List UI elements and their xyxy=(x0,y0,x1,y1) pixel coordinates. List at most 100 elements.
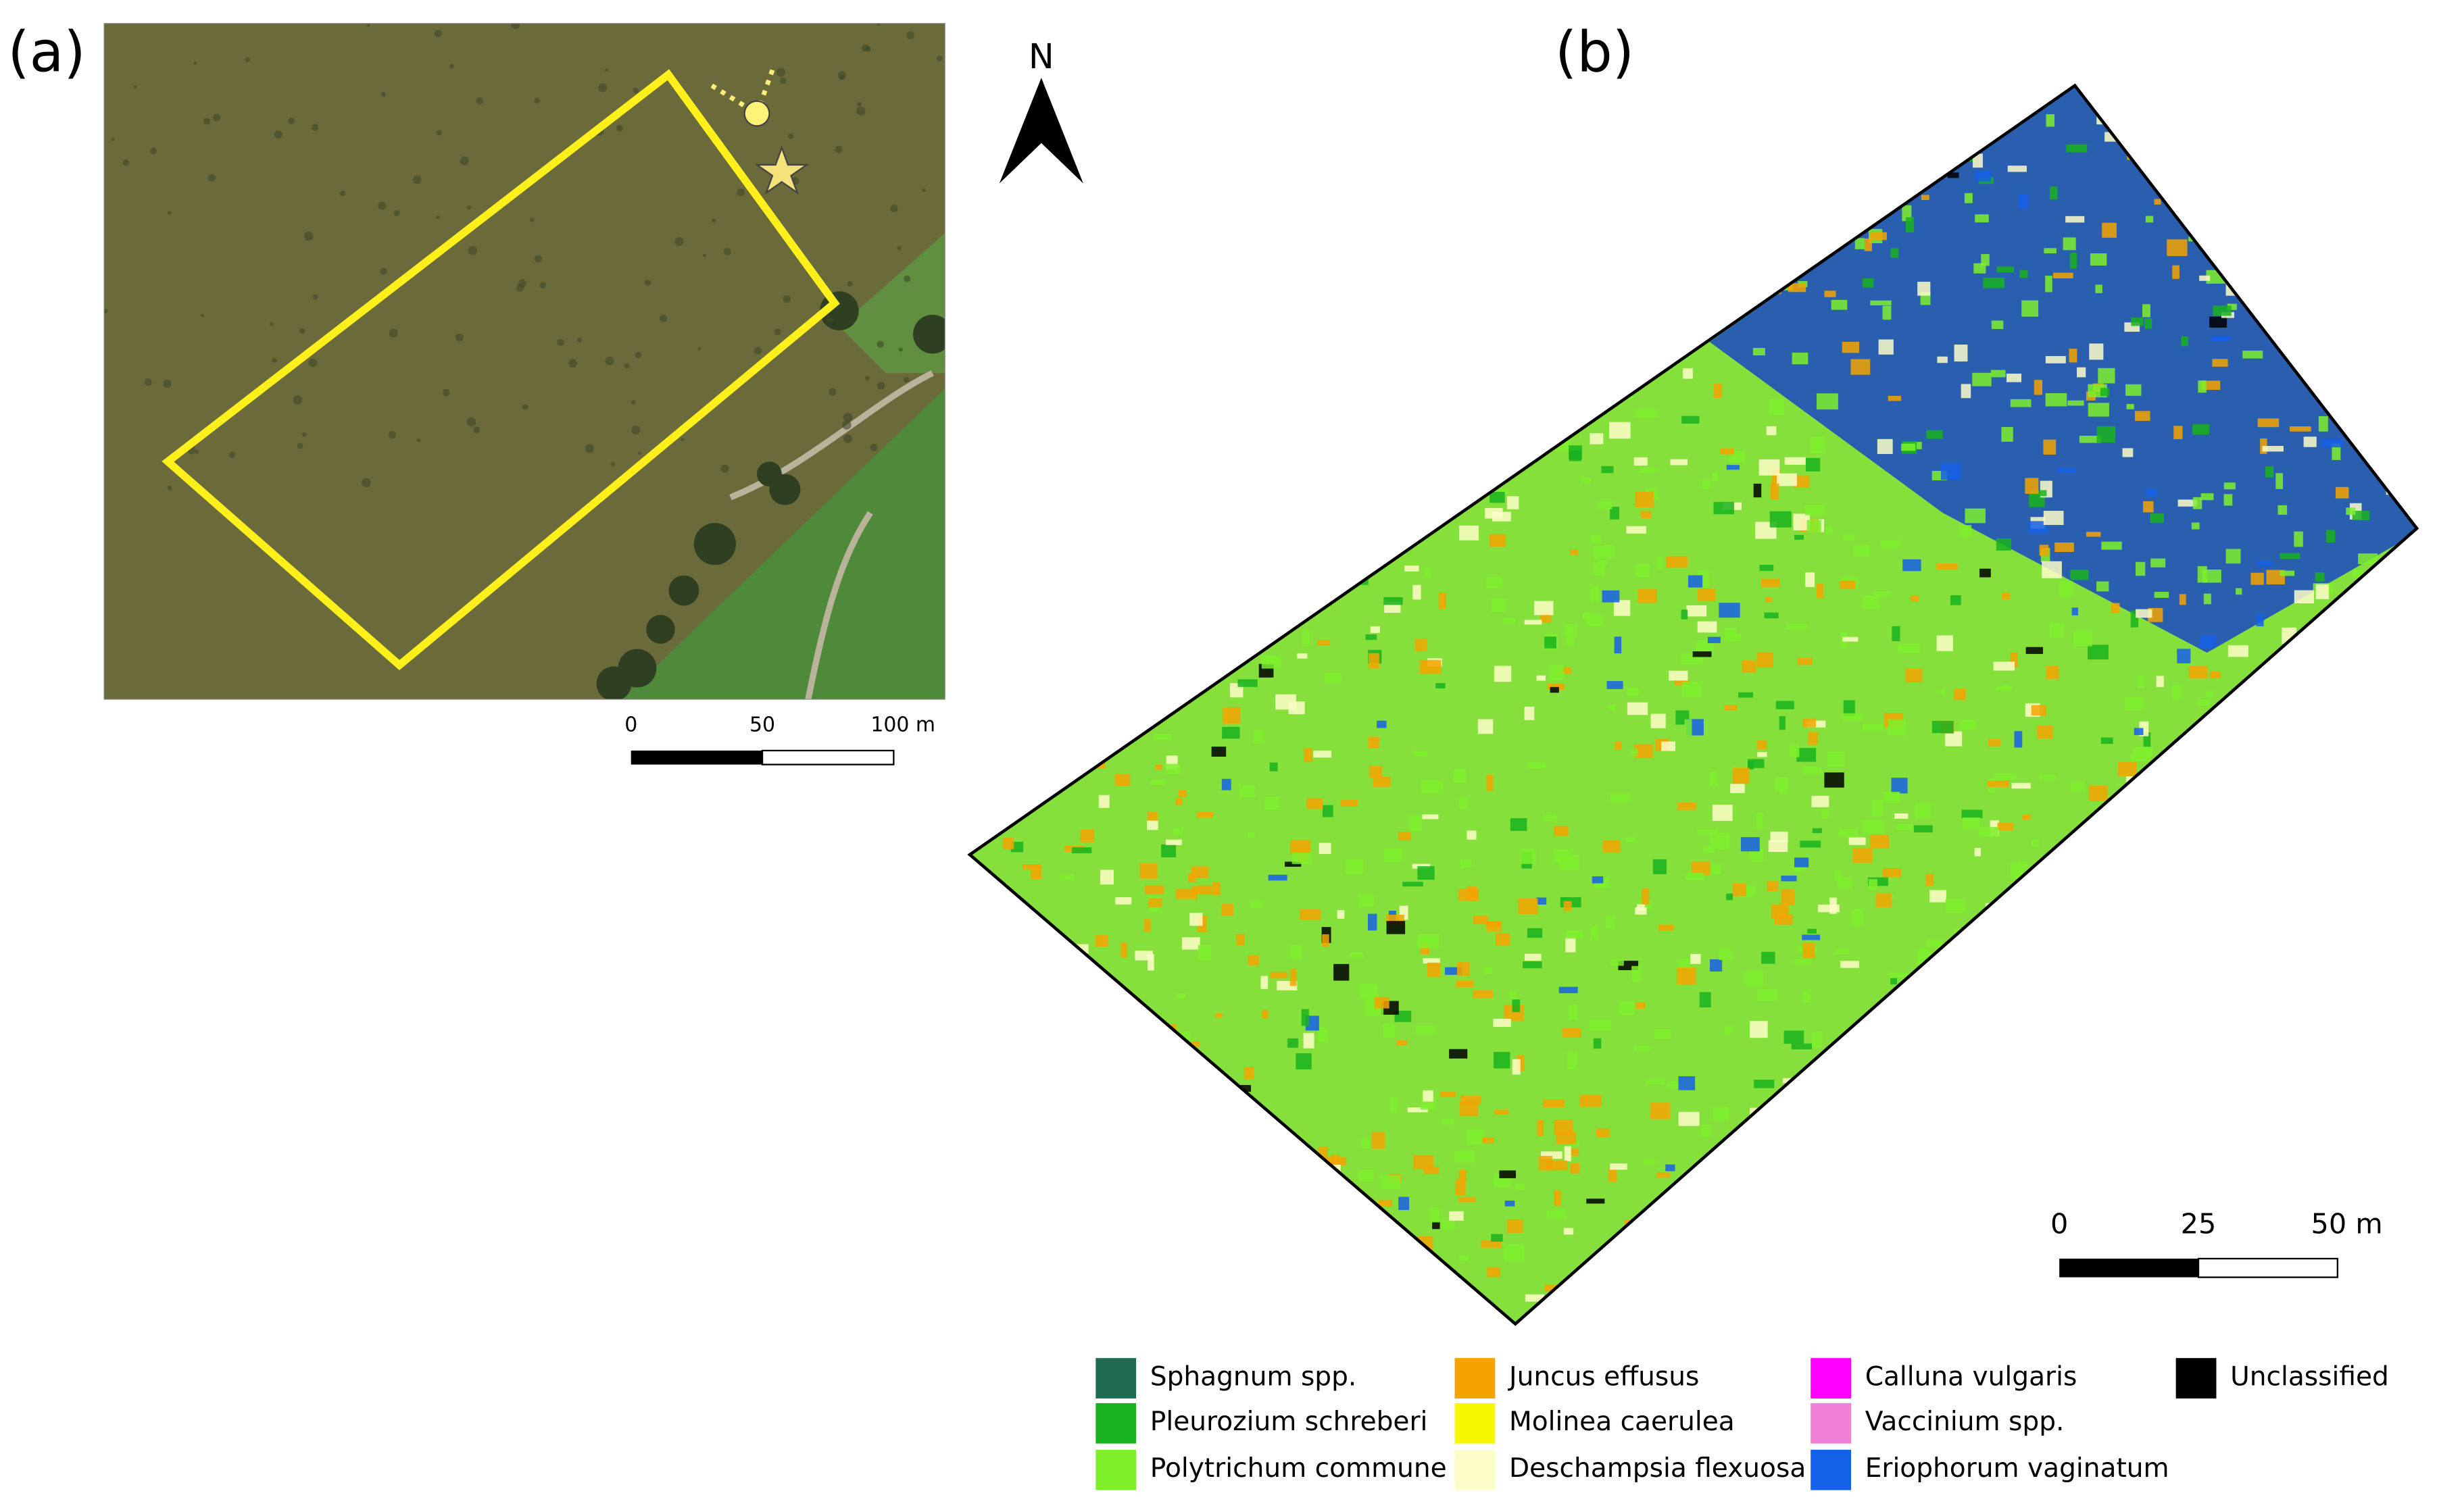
pixel-cluster xyxy=(2013,1146,2029,1164)
pixel-cluster xyxy=(2350,1047,2369,1061)
legend-swatch xyxy=(1454,1449,1496,1490)
pixel-cluster xyxy=(1744,1159,1765,1169)
pixel-cluster xyxy=(1738,692,1754,698)
pixel-cluster xyxy=(1278,1328,1286,1340)
pixel-cluster xyxy=(2374,355,2393,365)
pixel-cluster xyxy=(1269,762,1278,772)
pixel-cluster xyxy=(1747,1209,1766,1226)
pixel-cluster xyxy=(1114,376,1124,387)
pixel-cluster xyxy=(2212,359,2228,367)
pixel-cluster xyxy=(1781,876,1797,882)
shrub xyxy=(434,30,442,38)
pixel-cluster xyxy=(1704,85,1715,93)
pixel-cluster xyxy=(1465,390,1475,406)
pixel-cluster xyxy=(2303,702,2321,710)
pixel-cluster xyxy=(1636,904,1645,911)
pixel-cluster xyxy=(1929,890,1946,903)
pixel-cluster xyxy=(1306,798,1323,810)
pixel-cluster xyxy=(2276,813,2286,828)
pixel-cluster xyxy=(1921,195,1929,201)
shrub xyxy=(835,145,843,153)
pixel-cluster xyxy=(1890,248,1899,258)
pixel-cluster xyxy=(1789,744,1800,757)
legend-label: Pleurozium schreberi xyxy=(1150,1407,1428,1437)
pixel-cluster xyxy=(2403,641,2417,655)
pixel-cluster xyxy=(2154,1241,2161,1249)
pixel-cluster xyxy=(1294,493,1309,499)
pixel-cluster xyxy=(1212,1225,1231,1232)
pixel-cluster xyxy=(1490,492,1505,503)
pixel-cluster xyxy=(1572,137,1583,153)
pixel-cluster xyxy=(1290,376,1301,390)
pixel-cluster xyxy=(2225,1039,2236,1053)
pixel-cluster xyxy=(2292,949,2302,964)
pixel-cluster xyxy=(1544,1284,1556,1292)
shrub xyxy=(876,23,881,26)
pixel-cluster xyxy=(1196,1092,1217,1101)
pixel-cluster xyxy=(1961,1024,1979,1035)
pixel-cluster xyxy=(1296,1053,1312,1069)
pixel-cluster xyxy=(1189,913,1203,926)
pixel-cluster xyxy=(1354,1276,1364,1282)
pixel-cluster xyxy=(2421,321,2437,330)
pixel-cluster xyxy=(1423,1090,1433,1102)
pixel-cluster xyxy=(1133,205,1145,219)
pixel-cluster xyxy=(1347,467,1360,481)
pixel-cluster xyxy=(1635,1305,1656,1316)
pixel-cluster xyxy=(1035,678,1048,692)
pixel-cluster xyxy=(1110,251,1130,266)
pixel-cluster xyxy=(1654,1029,1671,1039)
pixel-cluster xyxy=(2131,1308,2140,1319)
pixel-cluster xyxy=(1362,488,1373,501)
pixel-cluster xyxy=(1610,793,1631,803)
pixel-cluster xyxy=(2049,622,2065,638)
pixel-cluster xyxy=(1325,470,1338,482)
shrub xyxy=(303,231,314,241)
pixel-cluster xyxy=(1677,115,1688,123)
pixel-cluster xyxy=(2404,845,2412,861)
pixel-cluster xyxy=(2306,806,2328,821)
pixel-cluster xyxy=(2339,405,2359,422)
pixel-cluster xyxy=(1027,736,1042,745)
pixel-cluster xyxy=(2050,864,2065,880)
pixel-cluster xyxy=(1626,687,1640,697)
pixel-cluster xyxy=(1337,910,1345,919)
pixel-cluster xyxy=(1287,1038,1299,1048)
pixel-cluster xyxy=(1348,563,1362,577)
pixel-cluster xyxy=(1634,1045,1652,1051)
pixel-cluster xyxy=(1577,1294,1595,1311)
pixel-cluster xyxy=(1696,314,1712,323)
shrub xyxy=(906,31,914,39)
pixel-cluster xyxy=(1073,350,1084,359)
pixel-cluster xyxy=(1398,398,1414,410)
pixel-cluster xyxy=(2321,176,2329,191)
pixel-cluster xyxy=(1289,944,1302,960)
pixel-cluster xyxy=(2409,963,2417,969)
pixel-cluster xyxy=(1769,511,1792,528)
pixel-cluster xyxy=(1665,556,1688,568)
pixel-cluster xyxy=(1554,826,1569,837)
pixel-cluster xyxy=(1358,1169,1374,1182)
pixel-cluster xyxy=(1701,1124,1710,1138)
pixel-cluster xyxy=(1092,315,1109,321)
pixel-cluster xyxy=(1154,540,1174,557)
pixel-cluster xyxy=(1956,1056,1977,1072)
shrub xyxy=(388,431,397,439)
pixel-cluster xyxy=(1554,1119,1573,1135)
pixel-cluster xyxy=(1291,852,1312,864)
pixel-cluster xyxy=(1865,1021,1873,1030)
pixel-cluster xyxy=(1635,491,1654,507)
pixel-cluster xyxy=(1413,147,1431,159)
pixel-cluster xyxy=(2288,105,2305,117)
pixel-cluster xyxy=(1279,545,1287,557)
tree xyxy=(596,666,632,700)
aerial-image xyxy=(104,23,945,700)
pixel-cluster xyxy=(1291,451,1300,459)
pixel-cluster xyxy=(1368,913,1377,931)
pixel-cluster xyxy=(2045,356,2066,363)
shrub xyxy=(922,188,926,193)
pixel-cluster xyxy=(1554,212,1560,220)
pixel-cluster xyxy=(1680,1287,1690,1300)
pixel-cluster xyxy=(1901,135,1911,145)
pixel-cluster xyxy=(1083,707,1096,718)
